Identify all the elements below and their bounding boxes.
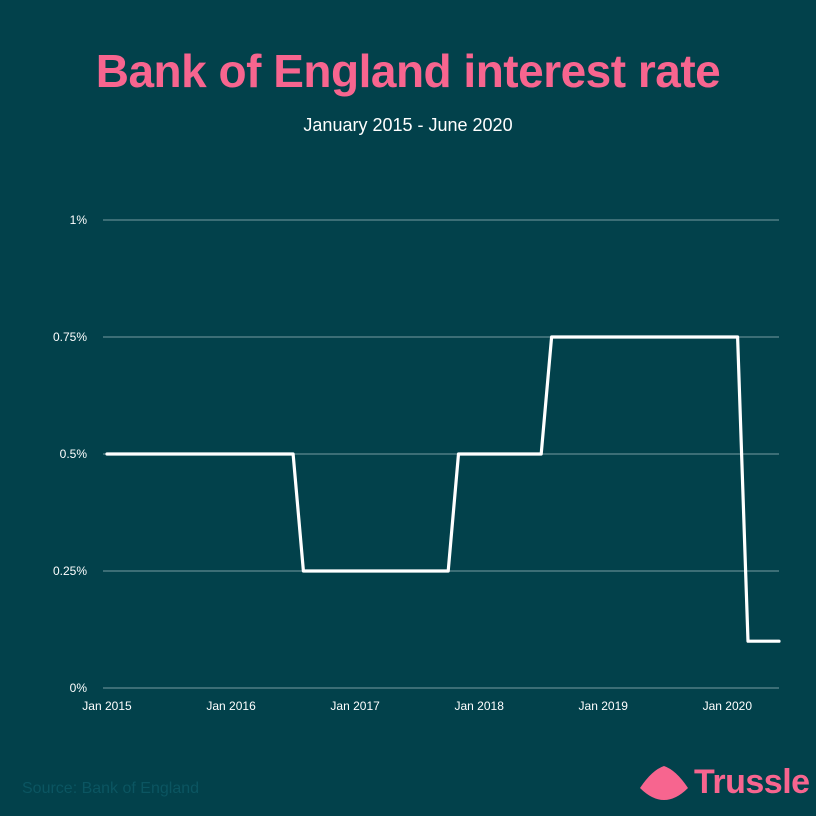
rate-series-line [105,335,781,643]
x-tick-label: Jan 2018 [454,699,504,713]
x-tick-label: Jan 2019 [579,699,629,713]
y-tick-label: 1% [70,213,88,227]
trussle-logo: Trussle [638,762,810,802]
x-tick-label: Jan 2016 [206,699,256,713]
x-tick-label: Jan 2015 [82,699,132,713]
y-tick-label: 0.75% [53,330,87,344]
x-axis-ticks: Jan 2015 Jan 2016 Jan 2017 Jan 2018 Jan 2019… [82,699,752,713]
brand-name: Trussle [694,762,810,801]
y-axis-ticks: 0% 0.25% 0.5% 0.75% 1% [53,213,87,695]
y-tick-label: 0.25% [53,564,87,578]
chart-title: Bank of England interest rate [95,45,721,97]
chart-subtitle: January 2015 - June 2020 [303,115,513,135]
x-tick-label: Jan 2020 [703,699,753,713]
series-layer [105,335,781,643]
source-note: Source: Bank of England [22,780,200,797]
y-tick-label: 0.5% [60,447,88,461]
x-tick-label: Jan 2017 [330,699,380,713]
y-tick-label: 0% [70,681,88,695]
trussle-logo-icon [640,766,688,800]
